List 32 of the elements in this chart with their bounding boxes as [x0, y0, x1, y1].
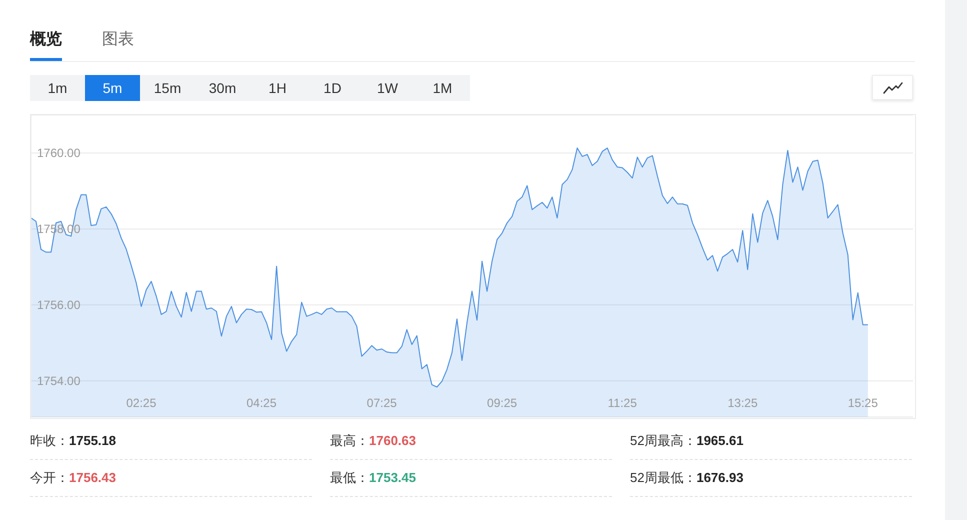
tab[interactable]: 图表: [102, 29, 134, 61]
y-tick-label: 1760.00: [37, 146, 81, 160]
x-tick-label: 04:25: [246, 396, 277, 410]
interval-button[interactable]: 5m: [85, 75, 140, 101]
interval-button[interactable]: 1m: [30, 75, 85, 101]
y-tick-label: 1756.00: [37, 298, 81, 312]
text: 最高：: [330, 433, 369, 448]
text: 今开：: [30, 470, 69, 485]
x-tick-label: 15:25: [848, 396, 878, 410]
x-tick-label: 11:25: [608, 396, 638, 410]
text: 1760.63: [369, 433, 416, 448]
text: 1676.93: [696, 470, 744, 485]
chart-type-button[interactable]: [872, 75, 913, 100]
text: 52周最高：: [630, 433, 696, 448]
interval-button[interactable]: 1H: [250, 75, 305, 101]
text: 1753.45: [369, 470, 416, 485]
y-tick-label: 1754.00: [37, 374, 81, 388]
x-tick-label: 09:25: [487, 396, 518, 410]
x-tick-label: 13:25: [728, 396, 758, 410]
interval-button[interactable]: 15m: [140, 75, 195, 101]
x-tick-label: 02:25: [126, 396, 157, 410]
text: 52周最低：: [630, 470, 696, 485]
text: 1755.18: [69, 433, 116, 448]
text: 最低：: [330, 470, 369, 485]
interval-button[interactable]: 1M: [415, 75, 470, 101]
text: 1756.43: [69, 470, 116, 485]
interval-button[interactable]: 30m: [195, 75, 250, 101]
text: 昨收：: [30, 433, 69, 448]
x-tick-label: 07:25: [366, 396, 398, 410]
text: 1965.61: [696, 433, 744, 448]
interval-button[interactable]: 1D: [305, 75, 360, 101]
interval-button[interactable]: 1W: [360, 75, 415, 101]
